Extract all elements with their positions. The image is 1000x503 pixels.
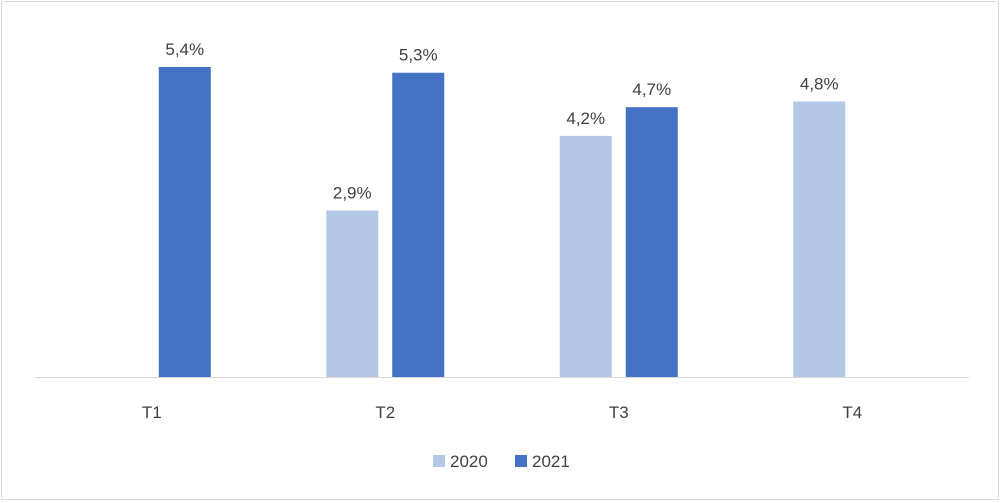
legend-label-2021: 2021 <box>532 452 570 471</box>
x-tick-label-T3: T3 <box>609 403 629 422</box>
bar-2021-T2 <box>392 72 445 378</box>
bar-2020-T3 <box>559 135 612 377</box>
bar-2021-T1 <box>158 67 211 377</box>
data-label-2021-T2: 5,3% <box>399 46 438 65</box>
bar-2021-T3 <box>625 107 678 378</box>
data-label-2021-T3: 4,7% <box>632 80 671 99</box>
x-tick-label-T2: T2 <box>375 403 395 422</box>
x-tick-label-T1: T1 <box>142 403 162 422</box>
data-label-2020-T3: 4,2% <box>566 109 605 128</box>
x-tick-label-T4: T4 <box>842 403 862 422</box>
legend-swatch-2020 <box>433 455 445 467</box>
legend-swatch-2021 <box>515 455 527 467</box>
bar-2020-T4 <box>793 101 846 377</box>
data-label-2020-T4: 4,8% <box>800 74 839 93</box>
legend-label-2020: 2020 <box>450 452 488 471</box>
data-label-2020-T2: 2,9% <box>333 184 372 203</box>
data-label-2021-T1: 5,4% <box>165 40 204 59</box>
bar-2020-T2 <box>326 210 379 377</box>
